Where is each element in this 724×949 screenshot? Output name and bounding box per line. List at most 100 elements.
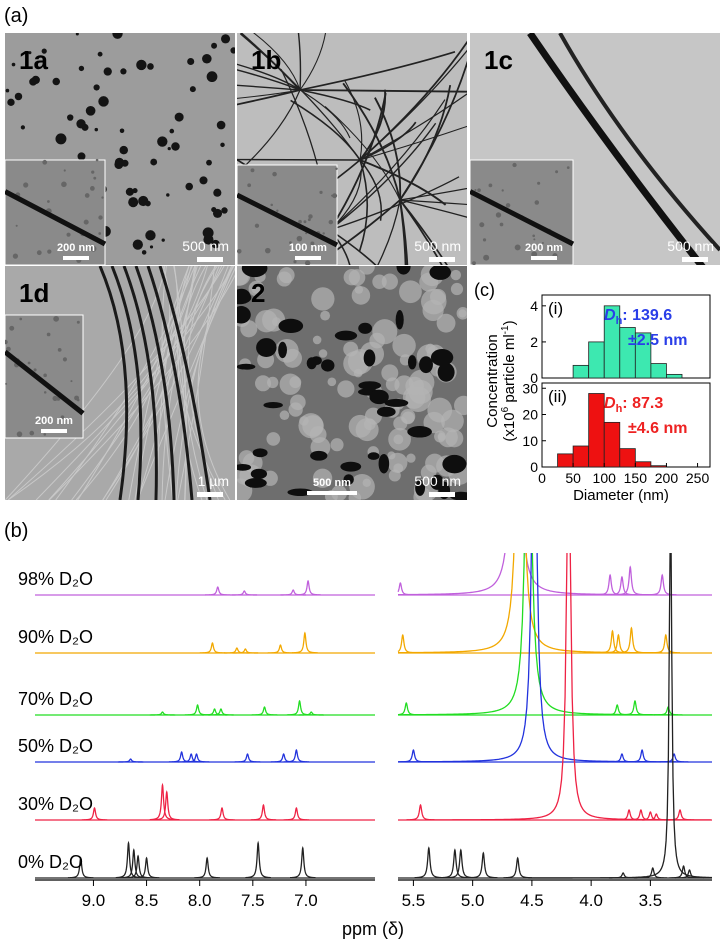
inset-texture bbox=[93, 176, 97, 180]
panel-label: (b) bbox=[4, 520, 28, 542]
inset-texture bbox=[5, 382, 8, 385]
patch bbox=[276, 271, 292, 287]
inset-texture bbox=[537, 181, 541, 185]
inset-texture bbox=[482, 238, 487, 242]
peak bbox=[149, 782, 176, 821]
y-axis-label-line: Concentration bbox=[484, 334, 501, 427]
peak bbox=[250, 803, 277, 821]
x-tick-label: 4.0 bbox=[579, 891, 603, 910]
pore bbox=[415, 479, 426, 496]
particle bbox=[52, 77, 60, 86]
x-tick-label: 8.5 bbox=[135, 891, 159, 910]
peak bbox=[209, 807, 235, 821]
particle bbox=[14, 92, 23, 101]
inset-scale-label: 200 nm bbox=[57, 242, 95, 254]
particle bbox=[189, 86, 196, 93]
particle bbox=[119, 128, 125, 134]
particle bbox=[136, 59, 147, 71]
peak bbox=[469, 851, 498, 879]
fiber bbox=[399, 187, 467, 201]
fiber bbox=[299, 33, 327, 91]
inset-texture bbox=[514, 244, 521, 251]
inset-texture bbox=[62, 357, 68, 362]
peak bbox=[669, 865, 698, 879]
inset-texture bbox=[23, 182, 29, 188]
spectra bbox=[35, 553, 713, 879]
patch bbox=[388, 427, 411, 451]
patch bbox=[450, 282, 464, 296]
inset-texture bbox=[76, 320, 80, 324]
x-tick-label: 3.5 bbox=[639, 891, 663, 910]
fiber bbox=[324, 106, 401, 201]
fiber bbox=[374, 97, 402, 201]
scale-label: 500 nm bbox=[667, 238, 714, 254]
ribbon bbox=[177, 266, 207, 500]
particle bbox=[94, 127, 99, 132]
peak bbox=[133, 856, 160, 879]
particle bbox=[11, 62, 16, 67]
annotation-part: h bbox=[616, 315, 623, 327]
ribbon bbox=[7, 266, 225, 500]
particle bbox=[171, 142, 180, 151]
pore bbox=[263, 401, 283, 409]
ribbon bbox=[98, 266, 129, 500]
inset bbox=[5, 159, 106, 265]
inset-texture bbox=[272, 171, 277, 177]
inset-texture bbox=[52, 395, 58, 402]
inset-texture bbox=[264, 247, 271, 254]
scale-bar bbox=[197, 492, 223, 497]
inset-texture bbox=[53, 315, 60, 322]
inset-texture bbox=[335, 167, 338, 170]
particle bbox=[114, 160, 124, 170]
fiber bbox=[329, 229, 377, 265]
patch bbox=[311, 287, 335, 311]
particle bbox=[149, 245, 154, 249]
pore bbox=[287, 488, 314, 497]
inset-texture bbox=[101, 196, 104, 199]
pore bbox=[278, 341, 288, 359]
patch bbox=[343, 341, 359, 357]
x-tick-label: 9.0 bbox=[82, 891, 106, 910]
inset-texture bbox=[293, 260, 297, 264]
patch bbox=[400, 408, 416, 424]
inset-texture bbox=[95, 158, 99, 162]
pore bbox=[252, 448, 268, 458]
inset-texture bbox=[483, 254, 490, 261]
fiber bbox=[237, 63, 301, 91]
inset-texture bbox=[63, 169, 66, 172]
inset-texture bbox=[501, 189, 504, 192]
fiber bbox=[399, 199, 467, 206]
inset-texture bbox=[76, 398, 80, 402]
inset-texture bbox=[247, 183, 252, 188]
particle bbox=[147, 63, 154, 70]
peak bbox=[283, 807, 310, 821]
fiber bbox=[237, 84, 301, 91]
annotation-part: D bbox=[604, 307, 616, 324]
inset-texture bbox=[555, 170, 559, 174]
patch bbox=[289, 376, 302, 389]
pore bbox=[237, 290, 252, 305]
particle bbox=[185, 182, 194, 191]
pore bbox=[376, 406, 396, 417]
peak bbox=[251, 706, 278, 716]
peak bbox=[426, 553, 711, 821]
patch bbox=[355, 418, 379, 442]
bar bbox=[666, 373, 683, 379]
inset-texture bbox=[47, 249, 52, 254]
x-tick-label: 250 bbox=[686, 470, 710, 486]
micrograph-label: 1a bbox=[19, 45, 48, 75]
patch bbox=[392, 333, 416, 358]
series-label: 30% D₂O bbox=[18, 794, 93, 814]
inset-texture bbox=[254, 223, 260, 228]
micrograph-image: 200 nm 500 nm 1a bbox=[5, 33, 235, 265]
ribbon bbox=[5, 266, 166, 500]
inset-texture bbox=[29, 430, 35, 436]
inset-texture bbox=[61, 181, 67, 188]
ribbon bbox=[146, 266, 194, 500]
pore bbox=[429, 266, 451, 280]
fiber bbox=[299, 51, 456, 91]
bar bbox=[619, 448, 636, 468]
patch bbox=[312, 468, 333, 488]
inset-texture bbox=[16, 431, 23, 437]
particle bbox=[132, 188, 138, 194]
